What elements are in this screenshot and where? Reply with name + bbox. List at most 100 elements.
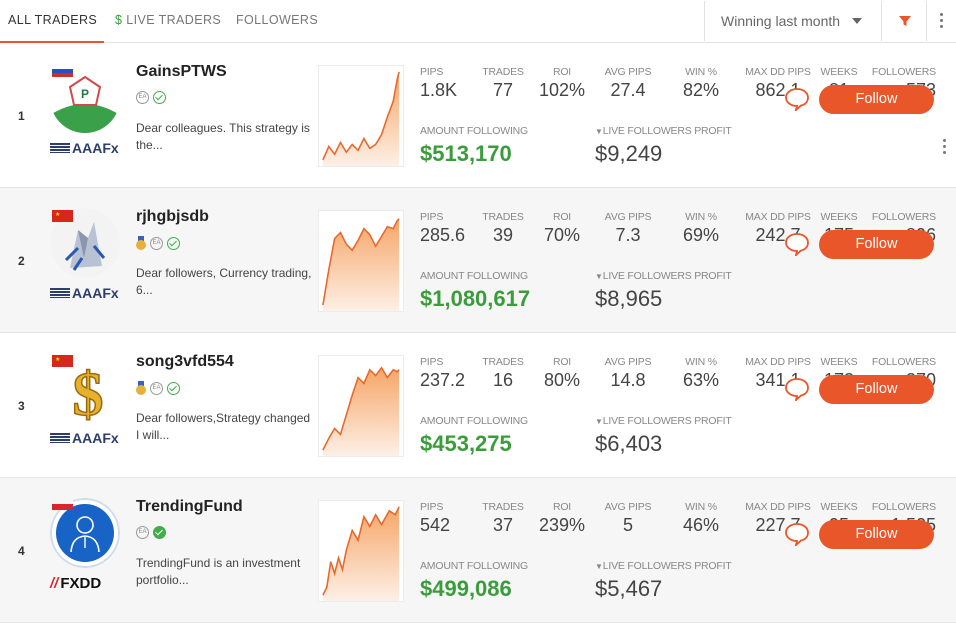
stat-label-weeks: WEEKS xyxy=(820,66,858,78)
stat-label-roi: ROI xyxy=(552,66,572,78)
performance-sparkline xyxy=(318,210,404,312)
broker-logo: AAAFx xyxy=(50,430,119,446)
chat-bubble-icon[interactable] xyxy=(784,522,810,546)
stat-label-weeks: WEEKS xyxy=(820,211,858,223)
trader-description: Dear colleagues. This strategy is the... xyxy=(136,121,310,152)
trader-rank: 3 xyxy=(18,399,25,413)
stat-value-pips: 542 xyxy=(420,515,451,535)
more-options-button[interactable] xyxy=(927,1,956,41)
ea-badge-icon: EA xyxy=(150,381,163,395)
trader-row[interactable]: 3 $ ★ AAAFx song3vfd554 EA Dear followers,Stra… xyxy=(0,333,956,478)
stat-label-trades: TRADES xyxy=(482,211,524,223)
chevron-down-icon xyxy=(852,18,862,24)
stat-label-maxdd: MAX DD PIPS xyxy=(745,501,811,513)
chat-bubble-icon[interactable] xyxy=(784,232,810,256)
country-flag-icon: ★ xyxy=(52,210,73,222)
svg-text:$: $ xyxy=(73,361,104,423)
stat-label-followers: FOLLOWERS xyxy=(871,356,936,368)
triangle-down-icon: ▼ xyxy=(595,562,603,571)
trader-name[interactable]: TrendingFund xyxy=(136,498,243,515)
stat-value-pips: 237.2 xyxy=(420,370,466,390)
trader-name[interactable]: GainsPTWS xyxy=(136,63,227,80)
sort-dropdown-value: Winning last month xyxy=(721,13,841,29)
triangle-down-icon: ▼ xyxy=(595,272,603,281)
performance-sparkline xyxy=(318,65,404,167)
filter-button[interactable] xyxy=(881,1,927,41)
follow-button[interactable]: Follow xyxy=(819,230,934,259)
stat-value-roi: 80% xyxy=(543,370,581,390)
stat-value-win: 46% xyxy=(682,515,720,535)
trader-row[interactable]: 2 ★ AAAFx rjhgbjsdb EA Dear followers, Curren… xyxy=(0,188,956,333)
stat-label-avg-pips: AVG PIPS xyxy=(604,211,652,223)
broker-logo: //FXDD xyxy=(50,574,102,592)
stat-value-trades: 37 xyxy=(492,515,514,535)
svg-text:P: P xyxy=(81,87,89,101)
ea-badge-icon: EA xyxy=(136,526,149,539)
stat-label-win: WIN % xyxy=(685,211,717,223)
amount-following-value: $453,275 xyxy=(420,431,512,456)
trader-rank: 1 xyxy=(18,109,25,123)
stat-label-weeks: WEEKS xyxy=(820,501,858,513)
medal-icon xyxy=(136,381,146,395)
stat-label-pips: PIPS xyxy=(420,66,444,78)
stat-label-weeks: WEEKS xyxy=(820,356,858,368)
amount-following-label: AMOUNT FOLLOWING xyxy=(420,125,529,137)
live-profit-label: ▼LIVE FOLLOWERS PROFIT xyxy=(595,415,732,427)
stat-label-followers: FOLLOWERS xyxy=(871,66,936,78)
live-profit-value: $8,965 xyxy=(595,286,663,311)
amount-following-label: AMOUNT FOLLOWING xyxy=(420,270,529,282)
stat-label-pips: PIPS xyxy=(420,501,444,513)
stat-label-trades: TRADES xyxy=(482,66,524,78)
stat-label-trades: TRADES xyxy=(482,356,524,368)
stat-label-maxdd: MAX DD PIPS xyxy=(745,211,811,223)
stat-label-followers: FOLLOWERS xyxy=(871,211,936,223)
amount-following-label: AMOUNT FOLLOWING xyxy=(420,415,529,427)
country-flag-icon xyxy=(52,498,73,510)
trader-badges: EA xyxy=(136,381,180,395)
stat-value-avg-pips: 27.4 xyxy=(610,80,646,100)
live-profit-label: ▼LIVE FOLLOWERS PROFIT xyxy=(595,125,732,137)
trader-avatar[interactable] xyxy=(50,208,120,278)
stat-label-win: WIN % xyxy=(685,356,717,368)
tab-all-traders[interactable]: ALL TRADERS xyxy=(0,0,104,43)
follow-button[interactable]: Follow xyxy=(819,520,934,549)
trader-description: TrendingFund is an investment portfolio.… xyxy=(136,556,301,587)
chat-bubble-icon[interactable] xyxy=(784,377,810,401)
follow-button[interactable]: Follow xyxy=(819,375,934,404)
stat-label-trades: TRADES xyxy=(482,501,524,513)
follow-button[interactable]: Follow xyxy=(819,85,934,114)
stat-label-maxdd: MAX DD PIPS xyxy=(745,356,811,368)
stat-label-followers: FOLLOWERS xyxy=(871,501,936,513)
tab-live-traders[interactable]: $ LIVE TRADERS xyxy=(115,0,221,43)
sort-dropdown[interactable]: Winning last month xyxy=(704,1,881,41)
stat-value-win: 69% xyxy=(682,225,720,245)
chat-bubble-icon[interactable] xyxy=(784,87,810,111)
stat-label-pips: PIPS xyxy=(420,356,444,368)
tab-live-traders-label: LIVE TRADERS xyxy=(126,13,222,27)
live-profit-value: $5,467 xyxy=(595,576,663,601)
trader-row[interactable]: 4 //FXDD TrendingFund EA TrendingFund is an … xyxy=(0,478,956,623)
live-profit-label: ▼LIVE FOLLOWERS PROFIT xyxy=(595,560,732,572)
tab-all-traders-label: ALL TRADERS xyxy=(8,13,98,27)
amount-following-value: $1,080,617 xyxy=(420,286,531,311)
stat-value-win: 63% xyxy=(682,370,720,390)
stat-value-avg-pips: 14.8 xyxy=(610,370,646,390)
stat-value-avg-pips: 5 xyxy=(622,515,634,535)
row-kebab-icon[interactable] xyxy=(943,139,946,154)
live-profit-value: $9,249 xyxy=(595,141,663,166)
live-profit-value: $6,403 xyxy=(595,431,663,456)
trader-name[interactable]: song3vfd554 xyxy=(136,353,234,370)
stat-label-maxdd: MAX DD PIPS xyxy=(745,66,811,78)
stat-label-win: WIN % xyxy=(685,501,717,513)
country-flag-icon xyxy=(52,65,73,77)
tab-followers[interactable]: FOLLOWERS xyxy=(236,0,318,43)
ea-badge-icon: EA xyxy=(136,91,149,104)
stat-label-avg-pips: AVG PIPS xyxy=(604,356,652,368)
stat-value-roi: 70% xyxy=(543,225,581,245)
performance-sparkline xyxy=(318,500,404,602)
medal-icon xyxy=(136,236,146,250)
trader-row[interactable]: 1 P AAAFx GainsPTWS EA Dear colleagues. This … xyxy=(0,43,956,188)
verified-icon xyxy=(153,91,166,104)
stat-value-pips: 1.8K xyxy=(420,80,458,100)
trader-name[interactable]: rjhgbjsdb xyxy=(136,208,209,225)
